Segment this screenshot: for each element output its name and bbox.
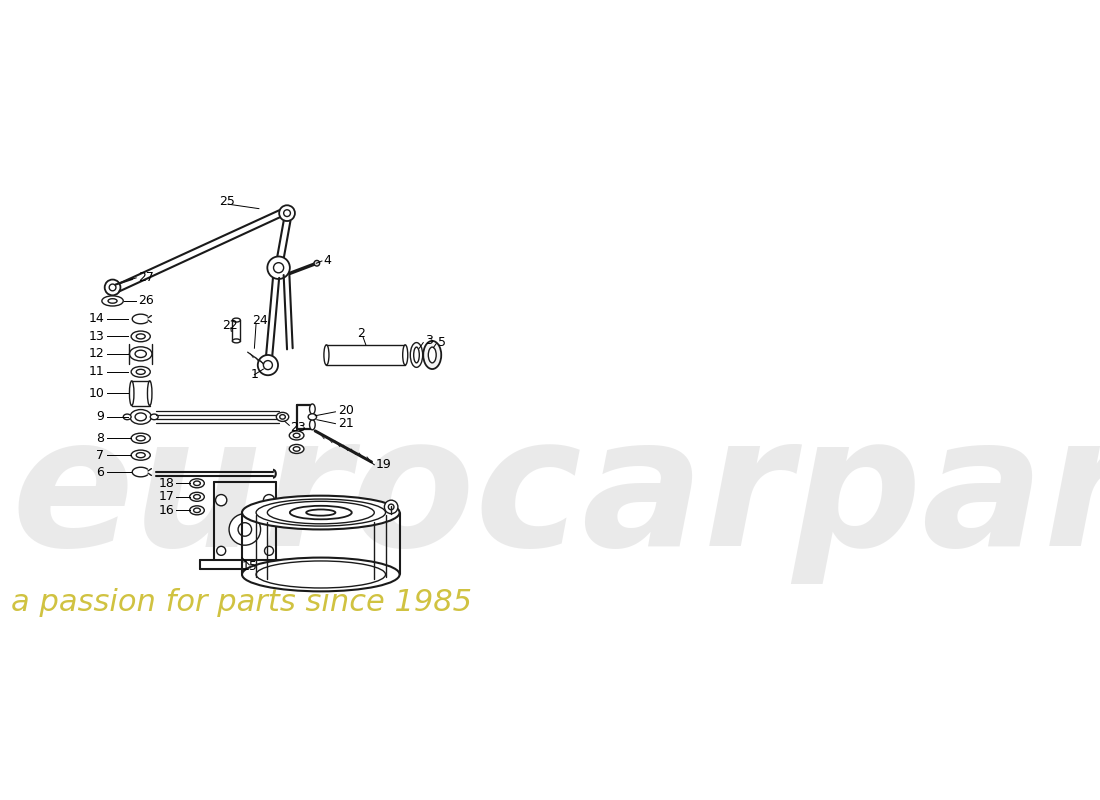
Ellipse shape (131, 434, 151, 443)
Text: 4: 4 (323, 254, 331, 267)
Text: 22: 22 (222, 319, 238, 332)
Ellipse shape (123, 414, 131, 420)
Ellipse shape (151, 414, 158, 420)
Ellipse shape (279, 414, 285, 419)
Ellipse shape (189, 506, 205, 515)
Ellipse shape (108, 298, 117, 303)
Ellipse shape (136, 436, 145, 441)
Ellipse shape (130, 381, 134, 406)
Text: 9: 9 (96, 410, 104, 423)
Circle shape (109, 284, 116, 291)
Ellipse shape (194, 494, 200, 499)
Text: 12: 12 (88, 347, 104, 360)
Ellipse shape (136, 370, 145, 374)
Text: 6: 6 (96, 466, 104, 478)
Ellipse shape (136, 453, 145, 458)
Circle shape (279, 206, 295, 221)
Ellipse shape (294, 446, 300, 451)
Ellipse shape (130, 347, 152, 361)
Ellipse shape (256, 499, 385, 526)
Circle shape (257, 355, 278, 375)
Ellipse shape (309, 420, 316, 430)
Text: 19: 19 (376, 458, 392, 471)
Text: 10: 10 (88, 386, 104, 400)
Text: a passion for parts since 1985: a passion for parts since 1985 (11, 588, 472, 617)
Ellipse shape (135, 350, 146, 358)
Circle shape (384, 500, 398, 514)
Text: 2: 2 (358, 327, 365, 340)
Ellipse shape (130, 410, 152, 424)
Ellipse shape (131, 366, 151, 378)
Ellipse shape (414, 347, 419, 363)
Text: 24: 24 (252, 314, 268, 326)
Ellipse shape (135, 413, 146, 421)
Text: 13: 13 (88, 330, 104, 343)
Text: 14: 14 (88, 313, 104, 326)
Circle shape (217, 546, 226, 555)
Circle shape (238, 522, 252, 536)
Text: 26: 26 (138, 294, 154, 307)
Text: 20: 20 (338, 404, 353, 417)
Ellipse shape (403, 345, 408, 365)
Text: 8: 8 (96, 432, 104, 445)
Text: 23: 23 (290, 421, 306, 434)
Ellipse shape (232, 339, 240, 343)
Ellipse shape (323, 345, 329, 365)
Ellipse shape (289, 445, 304, 454)
Circle shape (263, 494, 275, 506)
Ellipse shape (309, 404, 316, 414)
Circle shape (216, 494, 227, 506)
Ellipse shape (308, 414, 317, 420)
Ellipse shape (136, 334, 145, 339)
Circle shape (274, 262, 284, 273)
Circle shape (267, 257, 290, 279)
Ellipse shape (131, 450, 151, 460)
Circle shape (229, 514, 261, 546)
Ellipse shape (294, 434, 300, 438)
Text: 27: 27 (138, 271, 154, 284)
Ellipse shape (194, 481, 200, 486)
Ellipse shape (102, 296, 123, 306)
Ellipse shape (424, 341, 441, 369)
Ellipse shape (276, 412, 288, 422)
Ellipse shape (306, 510, 336, 516)
Text: 25: 25 (220, 195, 235, 208)
Text: 16: 16 (158, 504, 175, 517)
Text: 17: 17 (158, 490, 175, 503)
Circle shape (263, 361, 273, 370)
Text: eurocarparts: eurocarparts (11, 408, 1100, 584)
Ellipse shape (267, 502, 374, 524)
Text: 7: 7 (96, 449, 104, 462)
Text: 3: 3 (425, 334, 432, 347)
Ellipse shape (232, 318, 240, 322)
Ellipse shape (131, 331, 151, 342)
Circle shape (315, 261, 320, 266)
Ellipse shape (189, 478, 205, 488)
Ellipse shape (194, 508, 200, 513)
Ellipse shape (410, 342, 422, 367)
Ellipse shape (256, 561, 385, 588)
Ellipse shape (242, 558, 399, 591)
Circle shape (284, 210, 290, 217)
Ellipse shape (289, 431, 304, 440)
Circle shape (388, 504, 394, 510)
Text: 5: 5 (438, 336, 446, 349)
Ellipse shape (242, 496, 399, 530)
Text: 11: 11 (88, 366, 104, 378)
Circle shape (104, 279, 120, 295)
Text: 18: 18 (158, 477, 175, 490)
Circle shape (264, 546, 274, 555)
Ellipse shape (428, 347, 437, 363)
Ellipse shape (189, 492, 205, 502)
Ellipse shape (147, 381, 152, 406)
Text: 21: 21 (338, 417, 353, 430)
Ellipse shape (290, 506, 352, 519)
Text: 15: 15 (242, 559, 257, 573)
Text: 1: 1 (251, 368, 258, 381)
